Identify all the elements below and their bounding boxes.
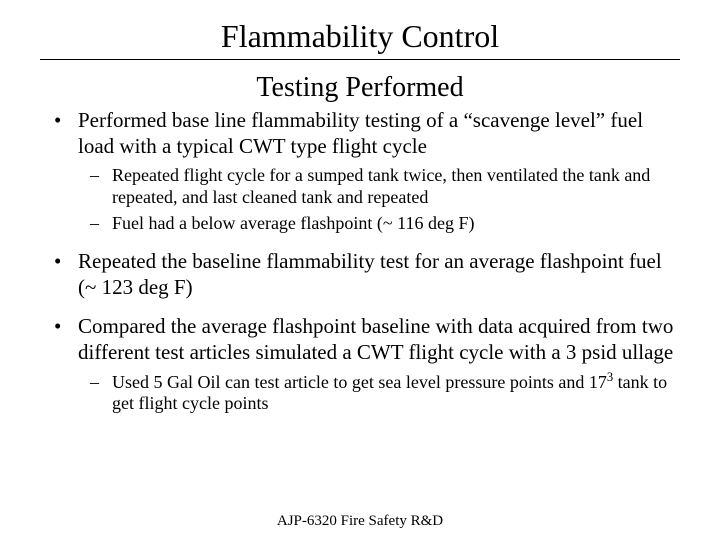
page-subtitle: Testing Performed xyxy=(40,72,680,104)
list-item: Fuel had a below average flashpoint (~ 1… xyxy=(78,213,680,235)
bullet-list: Performed base line flammability testing… xyxy=(40,108,680,415)
list-item: Used 5 Gal Oil can test article to get s… xyxy=(78,372,680,416)
bullet-text: Repeated flight cycle for a sumped tank … xyxy=(112,165,650,207)
slide: Flammability Control Testing Performed P… xyxy=(0,0,720,540)
footer-text: AJP-6320 Fire Safety R&D xyxy=(0,513,720,530)
bullet-text: Fuel had a below average flashpoint (~ 1… xyxy=(112,213,474,233)
title-rule xyxy=(40,59,680,60)
list-item: Repeated flight cycle for a sumped tank … xyxy=(78,165,680,209)
sub-list: Used 5 Gal Oil can test article to get s… xyxy=(78,372,680,416)
list-item: Performed base line flammability testing… xyxy=(40,108,680,235)
bullet-text: Compared the average flashpoint baseline… xyxy=(78,314,673,364)
sub-list: Repeated flight cycle for a sumped tank … xyxy=(78,165,680,235)
bullet-text: Used 5 Gal Oil can test article to get s… xyxy=(112,372,607,392)
page-title: Flammability Control xyxy=(40,18,680,55)
list-item: Compared the average flashpoint baseline… xyxy=(40,314,680,415)
bullet-text: Performed base line flammability testing… xyxy=(78,108,643,158)
bullet-text: Repeated the baseline flammability test … xyxy=(78,249,662,299)
list-item: Repeated the baseline flammability test … xyxy=(40,249,680,300)
